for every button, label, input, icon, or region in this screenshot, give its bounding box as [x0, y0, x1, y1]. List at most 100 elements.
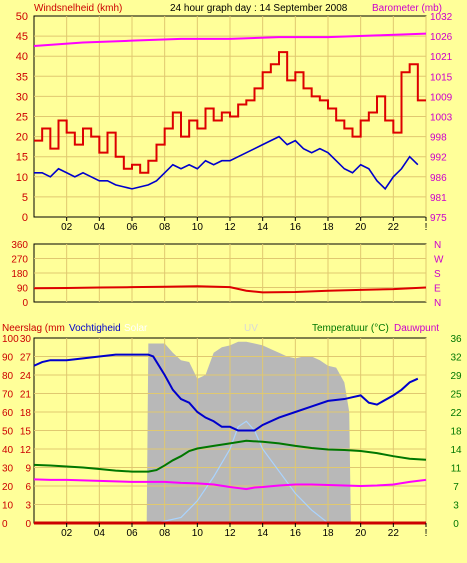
baro-y-tick-label: 1021 — [430, 52, 453, 63]
wind-y-tick-label: 25 — [16, 112, 28, 124]
wind-x-tick-label: 04 — [94, 222, 106, 233]
wind-x-tick-label: 06 — [126, 222, 138, 233]
humidity-legend-label: Vochtigheid — [69, 323, 121, 334]
baro-y-tick-label: 998 — [430, 133, 447, 144]
wind-x-tick-label: 20 — [355, 222, 367, 233]
wind-y-tick-label: 50 — [16, 11, 28, 23]
temperature-y-tick-label: 32 — [450, 353, 462, 364]
baro-y-tick-label: 981 — [430, 193, 447, 204]
wind-y-tick-label: 35 — [16, 71, 28, 83]
wind-average-line — [34, 135, 419, 191]
wind-direction-line — [33, 285, 427, 294]
rain-y-tick-label: 15 — [20, 427, 32, 438]
rain-legend-label: Neerslag (mm — [2, 323, 65, 334]
temperature-y-tick-label: 29 — [450, 371, 462, 382]
humidity-y-tick-label: 80 — [2, 371, 14, 382]
baro-y-tick-label: 1026 — [430, 32, 453, 43]
temperature-y-tick-label: 36 — [450, 334, 462, 345]
wind-y-tick-label: 10 — [16, 172, 28, 184]
direction-y-tick-label: 180 — [11, 269, 28, 280]
humidity-line — [33, 353, 419, 432]
wind-y-tick-label: 40 — [16, 51, 28, 63]
dewpoint-legend-label: Dauwpunt — [394, 323, 439, 334]
rain-y-tick-label: 6 — [25, 482, 31, 493]
wind-x-tick-label: 10 — [192, 222, 204, 233]
rain-y-tick-label: 21 — [20, 390, 32, 401]
climate-x-tick-label: 08 — [159, 528, 171, 539]
wind-x-tick-label: 22 — [388, 222, 400, 233]
direction-y-tick-label: 0 — [22, 298, 28, 309]
wind-x-tick-label: 12 — [224, 222, 236, 233]
rain-y-tick-label: 30 — [20, 334, 32, 345]
climate-x-tick-label: 20 — [355, 528, 367, 539]
rain-y-tick-label: 0 — [25, 519, 31, 530]
rain-y-tick-label: 3 — [25, 501, 31, 512]
humidity-y-tick-label: 60 — [2, 408, 14, 419]
baro-y-tick-label: 1009 — [430, 92, 453, 103]
compass-tick-label: N — [434, 240, 441, 251]
climate-x-tick-label: ! — [425, 528, 428, 539]
climate-x-tick-label: 14 — [257, 528, 269, 539]
wind-x-tick-label: 14 — [257, 222, 269, 233]
temperature-line — [33, 439, 427, 473]
dewpoint-line — [33, 478, 427, 491]
climate-x-tick-label: 06 — [126, 528, 138, 539]
humidity-y-tick-label: 40 — [2, 445, 14, 456]
baro-y-tick-label: 1003 — [430, 113, 453, 124]
wind-y-tick-label: 5 — [22, 192, 28, 204]
direction-y-tick-label: 90 — [17, 284, 29, 295]
baro-y-tick-label: 1015 — [430, 72, 453, 83]
wind-gust-line — [34, 51, 426, 174]
wind-y-tick-label: 30 — [16, 91, 28, 103]
barometer-line — [33, 32, 427, 47]
climate-x-tick-label: 16 — [290, 528, 302, 539]
humidity-y-tick-label: 0 — [2, 519, 8, 530]
climate-x-tick-label: 18 — [322, 528, 334, 539]
humidity-y-tick-label: 10 — [2, 501, 14, 512]
humidity-y-tick-label: 100 — [2, 334, 19, 345]
wind-x-tick-label: 02 — [61, 222, 73, 233]
uv-index-line — [34, 420, 426, 524]
baro-y-tick-label: 1032 — [430, 12, 453, 23]
climate-x-tick-label: 12 — [224, 528, 236, 539]
climate-x-tick-label: 10 — [192, 528, 204, 539]
temperature-y-tick-label: 22 — [450, 408, 462, 419]
wind-y-tick-label: 0 — [22, 212, 28, 224]
humidity-y-tick-label: 30 — [2, 464, 14, 475]
wind-axis-label: Windsnelheid (kmh) — [34, 3, 122, 14]
wind-x-tick-label: ! — [425, 222, 428, 233]
humidity-y-tick-label: 50 — [2, 427, 14, 438]
temperature-y-tick-label: 18 — [450, 427, 462, 438]
climate-x-tick-label: 22 — [388, 528, 400, 539]
wind-x-tick-label: 08 — [159, 222, 171, 233]
wind-x-tick-label: 16 — [290, 222, 302, 233]
compass-tick-label: W — [434, 255, 444, 266]
rain-y-tick-label: 18 — [20, 408, 32, 419]
wind-y-tick-label: 45 — [16, 31, 28, 43]
climate-x-tick-label: 02 — [61, 528, 73, 539]
temperature-y-tick-label: 3 — [453, 501, 459, 512]
temperature-legend-label: Temperatuur (°C) — [312, 323, 389, 334]
direction-y-tick-label: 360 — [11, 240, 28, 251]
wind-y-tick-label: 20 — [16, 132, 28, 144]
rain-y-tick-label: 27 — [20, 353, 32, 364]
uv-legend-label: UV — [244, 323, 258, 334]
solar-legend-label: Solar — [124, 323, 148, 334]
wind-y-tick-label: 15 — [16, 152, 28, 164]
temperature-y-tick-label: 7 — [453, 482, 459, 493]
temperature-y-tick-label: 25 — [450, 390, 462, 401]
rain-y-tick-label: 9 — [25, 464, 31, 475]
compass-tick-label: S — [434, 269, 441, 280]
climate-x-tick-label: 04 — [94, 528, 106, 539]
temperature-y-tick-label: 0 — [453, 519, 459, 530]
baro-y-tick-label: 975 — [430, 213, 447, 224]
baro-y-tick-label: 986 — [430, 173, 447, 184]
compass-tick-label: N — [434, 298, 441, 309]
rain-y-tick-label: 24 — [20, 371, 32, 382]
rain-y-tick-label: 12 — [20, 445, 32, 456]
humidity-y-tick-label: 70 — [2, 390, 14, 401]
compass-tick-label: E — [434, 284, 441, 295]
temperature-y-tick-label: 11 — [451, 464, 462, 475]
direction-y-tick-label: 270 — [11, 255, 28, 266]
